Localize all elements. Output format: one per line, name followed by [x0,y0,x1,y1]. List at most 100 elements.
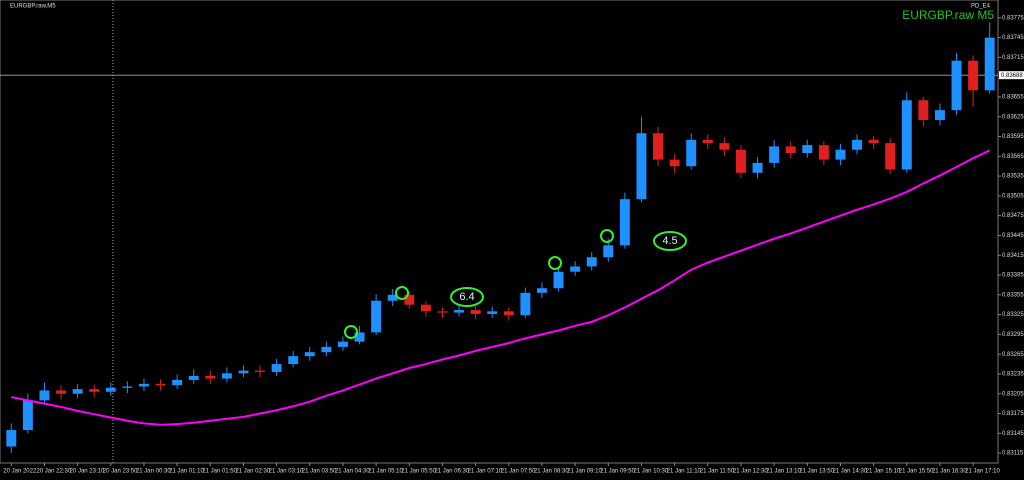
candle-body [6,430,17,447]
x-tick-label: 21 Jan 08:30 [534,469,569,475]
x-tick-label: 21 Jan 15:50 [899,469,934,475]
candle-body [984,37,995,91]
x-tick-label: 21 Jan 07:50 [501,469,536,475]
x-tick-label: 21 Jan 07:10 [468,469,503,475]
candle-body [520,292,531,316]
candle-body [470,309,481,314]
candle-body [852,139,863,150]
y-tick-label: 0.83625 [1002,114,1024,120]
y-tick-label: 0.83475 [1002,213,1024,219]
y-tick-label: 0.83535 [1002,174,1024,180]
candle-body [669,159,680,167]
candle-body [321,346,332,353]
candle-body [885,143,896,170]
current-price-box [999,71,1024,80]
y-tick-label: 0.83595 [1002,134,1024,140]
candle-body [39,390,50,401]
y-tick-label: 0.83355 [1002,292,1024,298]
candle-body [752,162,763,173]
marks [0,22,998,454]
x-tick-label: 21 Jan 15:10 [866,469,901,475]
candle-body [155,383,166,386]
candle-body [420,304,431,312]
candle-body [619,199,630,246]
moving-average [11,149,991,426]
x-tick-label: 21 Jan 03:10 [269,469,304,475]
candle-body [205,375,216,379]
window-title: EURGBP.raw,M5 [10,4,56,10]
candle-body [22,400,33,431]
y-tick-label: 0.83715 [1002,55,1024,61]
x-tick-label: 21 Jan 12:30 [733,469,768,475]
x-tick-label: 21 Jan 11:10 [667,469,702,475]
y-tick-label: 0.83415 [1002,253,1024,259]
candle-body [818,145,829,160]
indicator-label: PD_E4 [971,4,991,10]
candle-body [72,389,83,394]
x-tick-label: 20 Jan 2022 [3,469,37,475]
x-tick-label: 21 Jan 17:10 [965,469,1000,475]
x-tick-label: 21 Jan 01:50 [202,469,237,475]
x-tick-label: 21 Jan 09:10 [567,469,602,475]
candle-body [387,294,398,301]
candle-body [337,341,348,347]
y-tick-label: 0.83445 [1002,233,1024,239]
x-tick-label: 21 Jan 04:30 [335,469,370,475]
candle-body [122,386,133,388]
candle-body [951,60,962,111]
candle-body [487,311,498,314]
x-tick-label: 21 Jan 13:50 [799,469,834,475]
x-tick-label: 20 Jan 22:30 [36,469,71,475]
y-tick-label: 0.83265 [1002,352,1024,358]
x-tick-label: 20 Jan 23:50 [103,469,138,475]
candle-body [238,370,249,374]
x-tick-label: 21 Jan 10:30 [633,469,668,475]
candle-body [570,266,581,272]
candle-body [603,245,614,258]
candle-body [89,389,100,392]
candle-body [371,300,382,333]
y-tick-label: 0.83505 [1002,193,1024,199]
current-price-label: 0.83688 [1001,73,1023,79]
annotation: 4.5 [662,235,677,247]
y-tick-label: 0.83775 [1002,15,1024,21]
candle-body [702,139,713,144]
y-tick-label: 0.83145 [1002,431,1024,437]
x-tick-label: 21 Jan 11:50 [700,469,735,475]
candle-body [288,356,299,365]
candle-body [454,309,465,313]
x-tick-label: 21 Jan 14:30 [832,469,867,475]
y-tick-label: 0.83565 [1002,154,1024,160]
candle-body [653,133,664,160]
candle-body [255,370,266,372]
x-tick-label: 21 Jan 05:50 [401,469,436,475]
candle-body [719,143,730,150]
y-tick-label: 0.83655 [1002,95,1024,101]
symbol-label: EURGBP.raw M5 [902,8,994,22]
candle-body [934,110,945,121]
candle-body [271,364,282,372]
candle-body [536,288,547,293]
y-tick-label: 0.83385 [1002,273,1024,279]
candle-body [686,139,697,167]
candle-body [735,149,746,173]
candle-body [553,271,564,289]
x-tick-label: 21 Jan 01:10 [169,469,204,475]
y-tick-label: 0.83175 [1002,411,1024,417]
candle-body [785,146,796,154]
candle-body [968,60,979,91]
candle-body [636,133,647,200]
x-tick-label: 21 Jan 00:30 [136,469,171,475]
plot-frame [0,0,999,464]
x-tick-label: 21 Jan 16:30 [932,469,967,475]
candle-body [188,375,199,380]
candle-body [835,149,846,160]
y-tick-label: 0.83115 [1002,451,1024,457]
x-tick-label: 21 Jan 03:50 [302,469,337,475]
x-tick-label: 21 Jan 09:50 [600,469,635,475]
y-tick-label: 0.83295 [1002,332,1024,338]
annotation: 6.4 [459,291,474,303]
candle-body [172,379,183,386]
candle-body [586,257,597,267]
